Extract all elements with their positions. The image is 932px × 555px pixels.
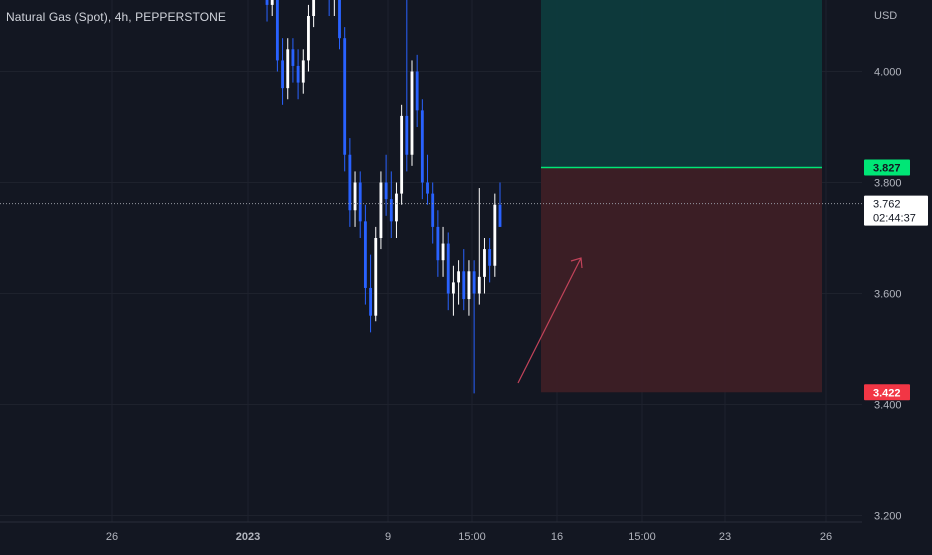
y-tick-label: 3.800 — [874, 178, 902, 190]
candle-body — [363, 221, 367, 288]
stop-price-badge: 3.422 — [873, 387, 901, 399]
candle-body — [457, 271, 461, 283]
candle-body — [400, 115, 404, 194]
candle-body — [415, 71, 419, 111]
candle-body — [338, 0, 341, 39]
candle-body — [410, 71, 414, 155]
candle-body — [358, 182, 362, 222]
candle-body — [488, 249, 492, 266]
projection-arrowhead — [570, 257, 583, 269]
entry-price-badge: 3.827 — [873, 163, 901, 175]
candle-body — [265, 0, 269, 5]
y-tick-label: 4.000 — [874, 67, 902, 79]
candle-body — [379, 182, 383, 238]
currency-label: USD — [874, 10, 897, 22]
candle-body — [483, 249, 486, 277]
candle-body — [472, 271, 476, 294]
candle-body — [296, 65, 300, 83]
countdown-label: 02:44:37 — [873, 213, 916, 225]
stop-zone — [541, 167, 822, 393]
candle-body — [312, 0, 316, 16]
candle-body — [431, 193, 435, 227]
candle-body — [436, 226, 440, 261]
candle-body — [369, 287, 372, 316]
symbol-legend[interactable]: Natural Gas (Spot), 4h, PEPPERSTONE — [6, 10, 227, 24]
candle-body — [426, 182, 429, 194]
price-axis — [862, 0, 932, 550]
candle-body — [467, 271, 471, 300]
target-zone — [541, 0, 822, 168]
projection-arrow — [517, 257, 582, 384]
candle-body — [374, 238, 378, 316]
candle-body — [477, 276, 481, 294]
x-tick-label: 16 — [551, 531, 563, 543]
candle-body — [384, 182, 388, 200]
candle-body — [451, 282, 455, 294]
x-tick-label: 26 — [106, 531, 118, 543]
candle-body — [446, 243, 450, 294]
x-tick-label: 15:00 — [458, 531, 486, 543]
candle-body — [343, 38, 347, 155]
candle-body — [348, 154, 352, 211]
candle-body — [291, 49, 295, 66]
x-tick-label: 9 — [385, 531, 391, 543]
y-tick-label: 3.400 — [874, 400, 902, 412]
candle-body — [281, 60, 284, 89]
candle-body — [498, 204, 502, 227]
candle-body — [270, 0, 274, 5]
candle-body — [275, 0, 279, 61]
candle-body — [462, 271, 466, 300]
y-tick-label: 3.200 — [874, 511, 902, 523]
candle-body — [441, 243, 445, 261]
last-price-badge: 3.762 — [873, 199, 901, 211]
x-tick-label: 2023 — [236, 531, 260, 543]
x-tick-label: 15:00 — [628, 531, 656, 543]
entry-price-badge-bg — [864, 159, 910, 176]
candle-body — [389, 199, 393, 222]
candle-body — [395, 193, 398, 222]
candle-body — [286, 49, 290, 89]
y-tick-label: 3.600 — [874, 289, 902, 301]
candle-body — [353, 182, 357, 211]
x-tick-label: 23 — [719, 531, 731, 543]
x-tick-label: 26 — [820, 531, 832, 543]
candle-body — [493, 204, 497, 266]
candle-body — [420, 110, 424, 183]
last-price-badge-bg — [864, 195, 928, 226]
stop-price-badge-bg — [864, 384, 910, 401]
candle-body — [307, 16, 310, 61]
candle-body — [405, 115, 409, 155]
candle-body — [301, 60, 305, 83]
